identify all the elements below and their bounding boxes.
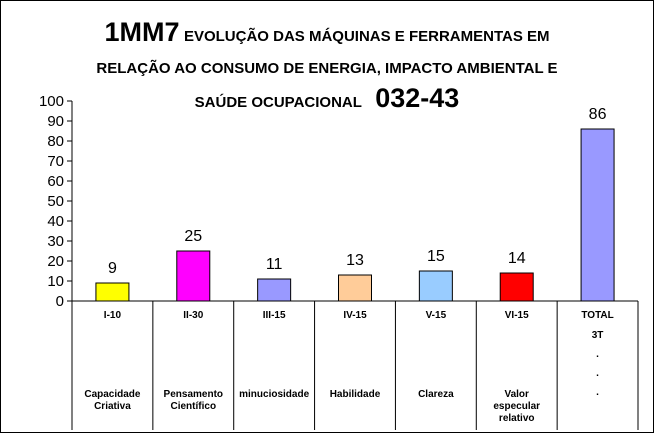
data-label: 86 [589,106,607,123]
category-code-label: IV-15 [343,310,367,321]
y-tick-label: 30 [47,233,64,250]
y-tick-label: 10 [47,273,64,290]
title-line-3: SAÚDE OCUPACIONAL 032-43 [0,83,654,114]
category-label: 3T [592,330,604,341]
title-text-3: SAÚDE OCUPACIONAL [194,94,362,111]
y-tick-label: 100 [39,93,64,110]
title-line-1: 1MM7 EVOLUÇÃO DAS MÁQUINAS E FERRAMENTAS… [0,17,654,48]
bar [338,274,372,302]
data-label: 14 [508,250,526,267]
category-label: Capacidade [84,389,141,400]
category-code-label: VI-15 [505,310,529,321]
title-line-2: RELAÇÃO AO CONSUMO DE ENERGIA, IMPACTO A… [0,60,654,78]
title-code-1: 1MM7 [104,17,180,47]
category-label: minuciosidade [239,389,309,400]
title-text-1: EVOLUÇÃO DAS MÁQUINAS E FERRAMENTAS EM [183,28,550,45]
data-label: 9 [108,260,117,277]
bar [176,250,211,302]
category-code-label: I-10 [104,310,122,321]
y-tick-label: 0 [56,293,64,310]
bar [95,282,130,302]
bar [580,128,615,302]
title-code-2: 032-43 [375,83,460,113]
bar [499,272,534,302]
category-label: Científico [171,401,217,412]
category-code-label: TOTAL [581,310,613,321]
category-label: relativo [499,413,535,424]
y-tick-label: 70 [47,153,64,170]
bar [418,270,453,302]
data-label: 11 [266,256,283,273]
title-text-2: RELAÇÃO AO CONSUMO DE ENERGIA, IMPACTO A… [96,60,558,77]
category-label: . [596,387,599,398]
y-tick-label: 40 [47,213,64,230]
category-code-label: III-15 [263,310,286,321]
y-tick-label: 50 [47,193,64,210]
y-tick-label: 20 [47,253,64,270]
category-label: . [596,368,599,379]
category-label: Pensamento [164,389,223,400]
category-code-label: II-30 [183,310,203,321]
data-label: 13 [346,252,364,269]
data-label: 25 [184,228,202,245]
category-label: Habilidade [330,389,381,400]
y-tick-label: 90 [47,113,64,130]
category-label: Clareza [418,389,454,400]
category-label: especular [493,401,540,412]
y-tick-label: 80 [47,133,64,150]
category-label: . [596,349,599,360]
category-label: Criativa [94,401,131,412]
y-tick-label: 60 [47,173,64,190]
bar [257,278,292,302]
category-code-label: V-15 [426,310,447,321]
data-label: 15 [427,248,445,265]
category-label: Valor [504,389,529,400]
